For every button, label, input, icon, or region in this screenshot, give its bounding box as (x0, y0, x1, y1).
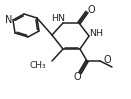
Text: NH: NH (89, 29, 103, 38)
Text: O: O (87, 5, 95, 15)
Text: HN: HN (51, 13, 65, 22)
Text: N: N (5, 15, 13, 25)
Text: O: O (104, 55, 112, 65)
Text: O: O (73, 72, 81, 82)
Text: CH₃: CH₃ (29, 61, 46, 70)
